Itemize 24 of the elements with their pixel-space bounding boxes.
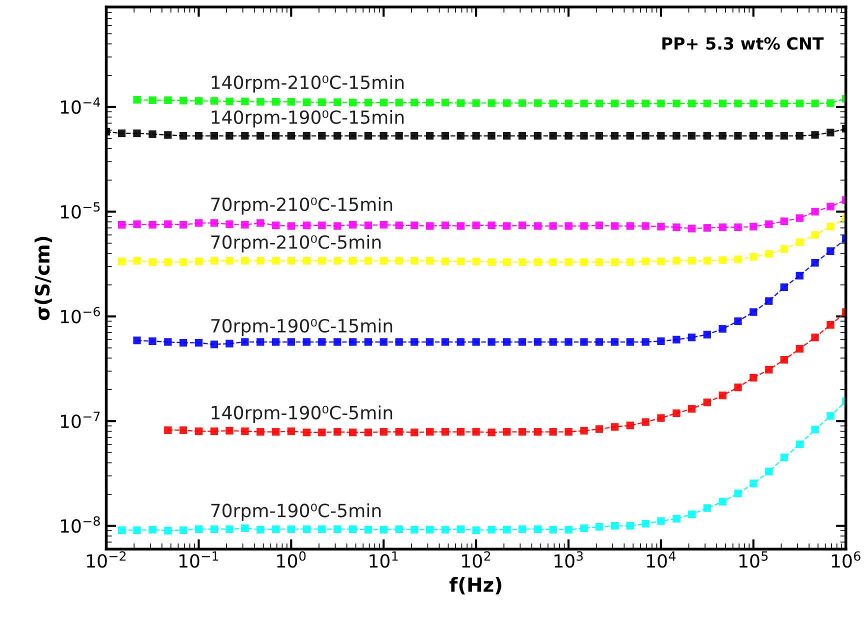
- x-tick-label: 10$^{3}$: [554, 551, 583, 568]
- x-tick-label: 10$^{−2}$: [87, 551, 126, 568]
- series-label: 70rpm-210⁰C-15min: [211, 197, 392, 215]
- x-tick-label: 10$^{0}$: [277, 551, 306, 568]
- y-tick-label: 10$^{−7}$: [60, 412, 100, 428]
- y-axis-title: σ(S/cm): [34, 236, 52, 320]
- y-tick-label: 10$^{−4}$: [60, 98, 100, 114]
- series-label: 70rpm-190⁰C-5min: [211, 503, 381, 521]
- x-tick-label: 10$^{5}$: [740, 551, 768, 568]
- y-tick-label: 10$^{−6}$: [60, 306, 100, 324]
- x-tick-label: 10$^{4}$: [647, 551, 676, 568]
- series-label: 140rpm-190⁰C-15min: [212, 110, 404, 128]
- x-tick-label: 10$^{2}$: [462, 551, 490, 568]
- x-axis-title: f(Hz): [450, 576, 502, 594]
- series-label: 140rpm-190⁰C-5min: [212, 405, 392, 423]
- x-tick-label: 10$^{−1}$: [179, 551, 218, 568]
- x-tick-label: 10$^{6}$: [832, 551, 860, 568]
- series-label: 70rpm-190⁰C-15min: [211, 318, 392, 336]
- series-label: 70rpm-210⁰C-5min: [211, 234, 381, 252]
- series-label: 140rpm-210⁰C-15min: [212, 75, 404, 93]
- y-tick-label: 10$^{−5}$: [60, 202, 100, 219]
- x-tick-label: 10$^{1}$: [370, 551, 398, 568]
- y-tick-label: 10$^{−8}$: [60, 516, 100, 533]
- annotation: PP+ 5.3 wt% CNT: [662, 37, 824, 50]
